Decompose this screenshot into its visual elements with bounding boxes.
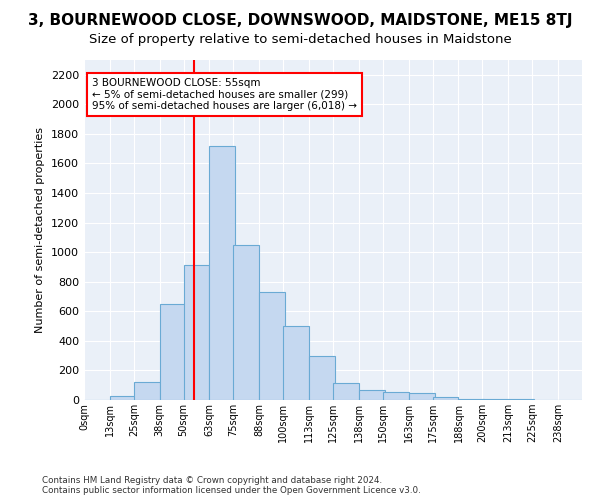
Bar [433, 397, 458, 400]
Bar [283, 326, 309, 400]
Bar [233, 245, 259, 400]
Text: 3, BOURNEWOOD CLOSE, DOWNSWOOD, MAIDSTONE, ME15 8TJ: 3, BOURNEWOOD CLOSE, DOWNSWOOD, MAIDSTON… [28, 12, 572, 28]
Bar [383, 392, 409, 400]
Bar [309, 356, 335, 400]
Text: Size of property relative to semi-detached houses in Maidstone: Size of property relative to semi-detach… [89, 32, 511, 46]
Bar [110, 396, 136, 400]
Bar [458, 398, 484, 400]
Bar [184, 266, 209, 400]
Text: 3 BOURNEWOOD CLOSE: 55sqm
← 5% of semi-detached houses are smaller (299)
95% of : 3 BOURNEWOOD CLOSE: 55sqm ← 5% of semi-d… [92, 78, 357, 111]
Bar [259, 292, 285, 400]
Text: Contains HM Land Registry data © Crown copyright and database right 2024.
Contai: Contains HM Land Registry data © Crown c… [42, 476, 421, 495]
Bar [160, 304, 185, 400]
Bar [134, 382, 160, 400]
Bar [209, 146, 235, 400]
Bar [409, 394, 434, 400]
Y-axis label: Number of semi-detached properties: Number of semi-detached properties [35, 127, 46, 333]
Bar [333, 383, 359, 400]
Bar [359, 390, 385, 400]
